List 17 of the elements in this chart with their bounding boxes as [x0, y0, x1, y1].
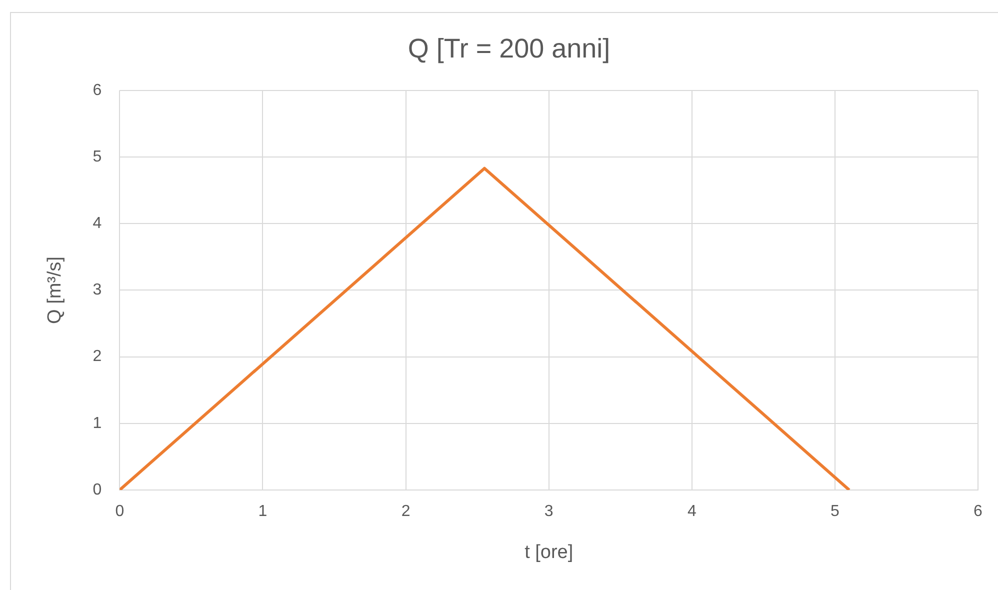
- y-tick-label: 4: [92, 215, 102, 232]
- x-tick-label: 6: [974, 503, 983, 520]
- x-tick-label: 5: [830, 503, 840, 520]
- y-axis-title: Q [m³/s]: [44, 256, 66, 324]
- x-tick-label: 2: [401, 503, 410, 520]
- y-tick-label: 3: [92, 282, 102, 299]
- x-tick-label: 1: [258, 503, 268, 520]
- x-tick-label: 3: [544, 503, 554, 520]
- y-tick-label: 1: [92, 414, 102, 432]
- y-tick-label: 5: [92, 148, 102, 166]
- x-tick-label: 0: [115, 503, 124, 520]
- x-axis-title: t [ore]: [524, 542, 574, 563]
- y-tick-label: 2: [92, 348, 102, 366]
- x-tick-label: 4: [687, 503, 696, 520]
- chart-title: Q [Tr = 200 anni]: [408, 34, 610, 64]
- y-tick-label: 0: [92, 481, 102, 498]
- y-tick-label: 6: [92, 82, 102, 99]
